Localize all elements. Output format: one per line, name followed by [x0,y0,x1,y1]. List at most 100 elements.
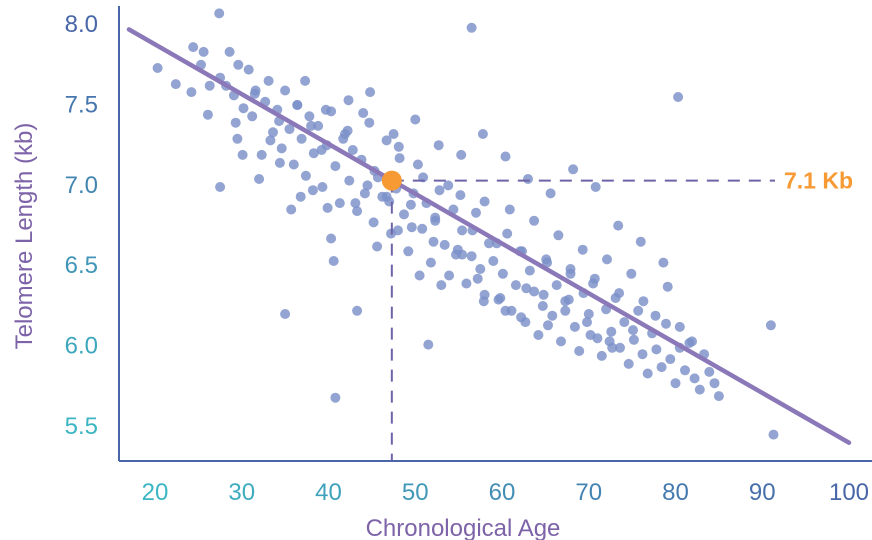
data-point [623,358,634,369]
data-point [307,185,318,196]
x-tick-label: 100 [829,479,869,506]
data-point [320,104,331,115]
data-point [430,212,441,223]
data-point [399,209,409,220]
x-tick-label: 70 [575,479,602,506]
data-point [638,296,649,307]
data-point [224,46,235,57]
y-tick-label: 7.0 [65,172,98,199]
data-point [563,294,574,305]
data-point [479,196,490,207]
data-point [524,265,535,276]
data-point [614,288,625,299]
data-point [709,378,720,389]
x-axis-title: Chronological Age [366,515,561,540]
data-point [665,354,676,365]
data-point [296,133,307,144]
data-point [412,159,423,170]
data-point [343,95,354,106]
data-point [406,222,417,233]
data-point [368,217,379,228]
y-tick-label: 6.0 [65,333,98,360]
x-tick-label: 20 [142,479,169,506]
data-point [504,204,515,215]
data-point [477,129,488,139]
data-point [263,75,274,86]
data-point [423,339,434,350]
data-point [472,273,483,284]
data-point [538,289,549,300]
data-point [604,336,615,347]
data-point [500,305,511,316]
data-point [392,225,403,236]
data-point [352,206,363,217]
data-point [577,244,588,255]
data-point [230,117,241,128]
data-point [304,111,315,122]
data-point [254,174,265,184]
data-point [342,125,353,136]
data-point [662,281,673,292]
data-point [330,392,341,403]
data-point [268,127,278,138]
data-point [347,145,358,155]
data-point [500,151,511,162]
data-point [265,135,276,146]
data-point [284,124,295,135]
data-point [286,204,297,215]
data-point [461,278,472,289]
data-point [674,321,685,332]
data-point [529,286,540,297]
x-tick-label: 80 [662,479,689,506]
data-point [350,198,361,209]
data-point [765,320,776,331]
data-point [523,174,533,184]
data-point [362,180,373,191]
data-point [288,159,299,170]
highlight-label: 7.1 Kb [784,168,853,194]
data-point [650,310,661,321]
data-point [334,198,345,209]
x-tick-label: 50 [402,479,429,506]
data-point [626,268,637,279]
data-point [628,325,638,336]
data-point [680,365,690,376]
data-point [326,233,337,244]
data-point [560,305,571,316]
data-point [596,350,607,361]
data-point [188,42,199,53]
data-point [478,296,489,307]
data-point [313,120,324,131]
data-point [502,228,513,239]
data-point [694,384,705,395]
data-point [276,143,287,154]
x-tick-label: 30 [228,479,255,506]
data-point [308,148,319,159]
data-point [768,429,779,440]
data-point [300,75,311,86]
data-point [405,199,416,210]
data-point [615,342,625,353]
data-point [280,309,291,319]
data-point [300,170,311,181]
data-point [198,46,209,57]
data-point [436,280,447,291]
data-point [589,273,600,284]
data-point [488,256,499,266]
data-point [687,336,697,347]
data-point [456,149,467,160]
data-point [547,310,558,321]
data-point [215,182,226,192]
highlight-point [381,170,402,191]
data-point [553,230,564,241]
data-point [388,129,399,139]
data-point [673,92,684,102]
data-point [414,270,425,281]
data-point [455,190,466,201]
data-point [238,103,249,114]
data-point [457,225,468,236]
data-point [541,254,552,265]
data-point [590,182,601,192]
data-point [471,207,481,218]
